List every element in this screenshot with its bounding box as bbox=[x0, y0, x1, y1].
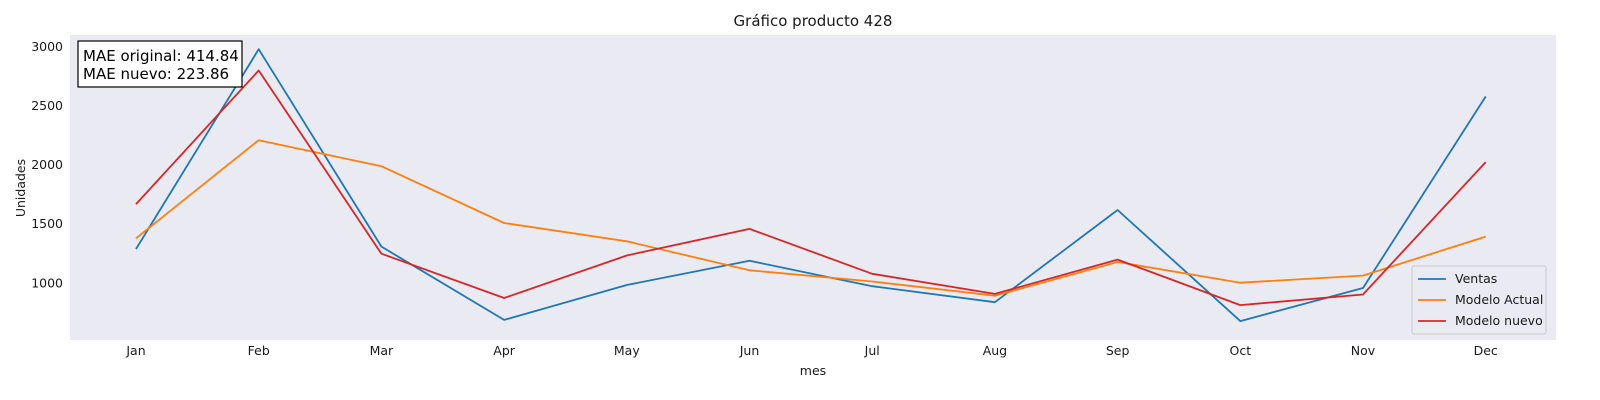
legend-box bbox=[1411, 265, 1547, 335]
y-tick-label: 3000 bbox=[31, 39, 63, 54]
x-tick-label: Nov bbox=[1351, 343, 1376, 358]
legend-label: Modelo nuevo bbox=[1455, 313, 1543, 328]
y-axis-label: Unidades bbox=[13, 159, 28, 217]
chart-title: Gráfico producto 428 bbox=[734, 12, 893, 30]
y-tick-label: 1000 bbox=[31, 275, 63, 290]
legend-label: Ventas bbox=[1455, 271, 1497, 286]
legend: Ventas Modelo Actual Modelo nuevo bbox=[1411, 265, 1547, 335]
series-line bbox=[135, 48, 1487, 323]
x-tick-label: Jan bbox=[125, 343, 145, 358]
x-tick-labels: Jan Feb Mar Apr May Jun Jul Aug Sep Oct Nov Dec bbox=[125, 343, 1498, 358]
x-tick-label: Jun bbox=[739, 343, 760, 358]
x-tick-label: Aug bbox=[983, 343, 1007, 358]
x-tick-label: Oct bbox=[1229, 343, 1251, 358]
annotation-line-2: MAE nuevo: 223.86 bbox=[83, 65, 229, 83]
y-tick-label: 2000 bbox=[31, 157, 63, 172]
legend-label: Modelo Actual bbox=[1455, 292, 1543, 307]
x-tick-label: Apr bbox=[493, 343, 515, 358]
series-lines bbox=[135, 48, 1487, 323]
y-tick-label: 1500 bbox=[31, 216, 63, 231]
x-axis-label: mes bbox=[800, 363, 826, 378]
x-tick-label: Sep bbox=[1106, 343, 1130, 358]
y-tick-labels: 1000 1500 2000 2500 3000 bbox=[31, 39, 63, 290]
x-tick-label: May bbox=[614, 343, 640, 358]
series-line bbox=[135, 139, 1486, 297]
plot-area bbox=[70, 35, 1556, 340]
x-tick-label: Feb bbox=[248, 343, 270, 358]
annotation-line-1: MAE original: 414.84 bbox=[83, 47, 239, 65]
series-line bbox=[135, 69, 1487, 307]
x-tick-label: Dec bbox=[1474, 343, 1498, 358]
x-tick-label: Jul bbox=[864, 343, 880, 358]
mae-annotation: MAE original: 414.84 MAE nuevo: 223.86 bbox=[77, 40, 243, 88]
y-tick-label: 2500 bbox=[31, 98, 63, 113]
x-tick-label: Mar bbox=[370, 343, 394, 358]
annotation-box bbox=[77, 40, 243, 88]
